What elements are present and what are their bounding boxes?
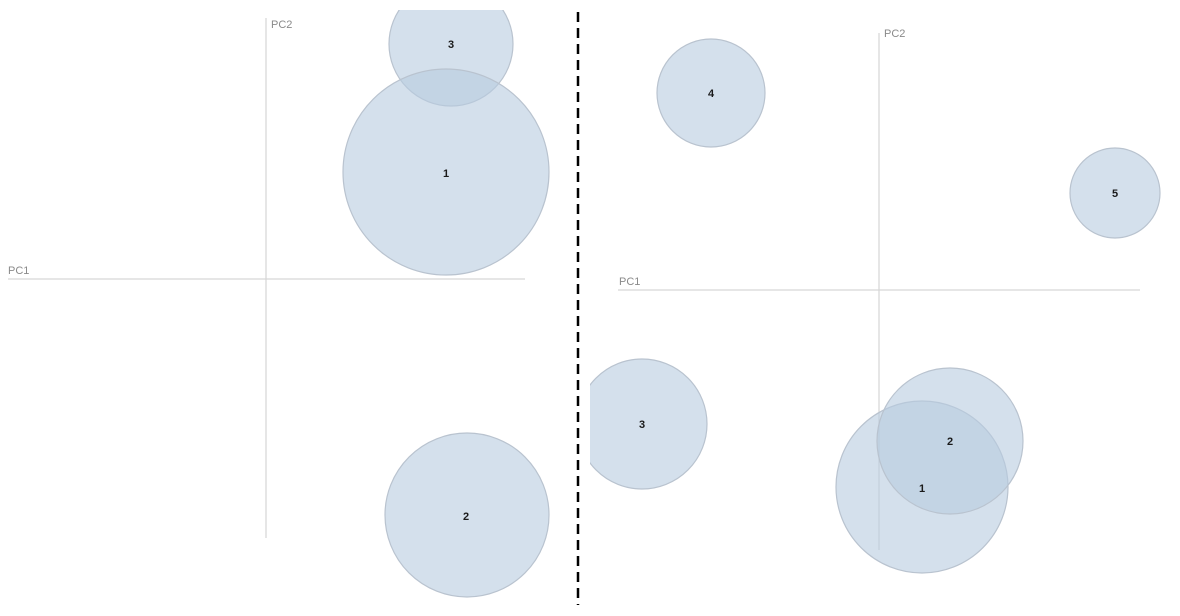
left-bubble-1 <box>342 68 550 276</box>
left-bubble-2 <box>384 432 550 598</box>
left-bubbles <box>342 10 550 598</box>
right-bubble-1-label: 1 <box>919 483 925 495</box>
left-panel: PC1 PC2 3 1 2 <box>8 10 550 598</box>
right-bubble-2-label: 2 <box>947 436 953 448</box>
right-bubble-4 <box>656 38 766 148</box>
right-bubble-4-label: 4 <box>708 88 715 100</box>
right-bubble-5-label: 5 <box>1112 188 1118 200</box>
left-bubble-2-label: 2 <box>463 511 469 523</box>
right-y-axis-label: PC2 <box>884 28 905 40</box>
right-bubble-3 <box>590 358 708 490</box>
right-bubble-2 <box>876 367 1024 515</box>
right-x-axis-label: PC1 <box>619 276 640 288</box>
left-bubble-3-label: 3 <box>448 39 454 51</box>
left-x-axis-label: PC1 <box>8 265 29 277</box>
right-panel: PC1 PC2 4 5 3 1 2 <box>590 28 1161 574</box>
left-bubble-1-label: 1 <box>443 168 449 180</box>
left-y-axis-label: PC2 <box>271 19 292 31</box>
right-bubble-3-label: 3 <box>639 419 645 431</box>
right-bubbles <box>590 38 1161 574</box>
right-bubble-5 <box>1069 147 1161 239</box>
